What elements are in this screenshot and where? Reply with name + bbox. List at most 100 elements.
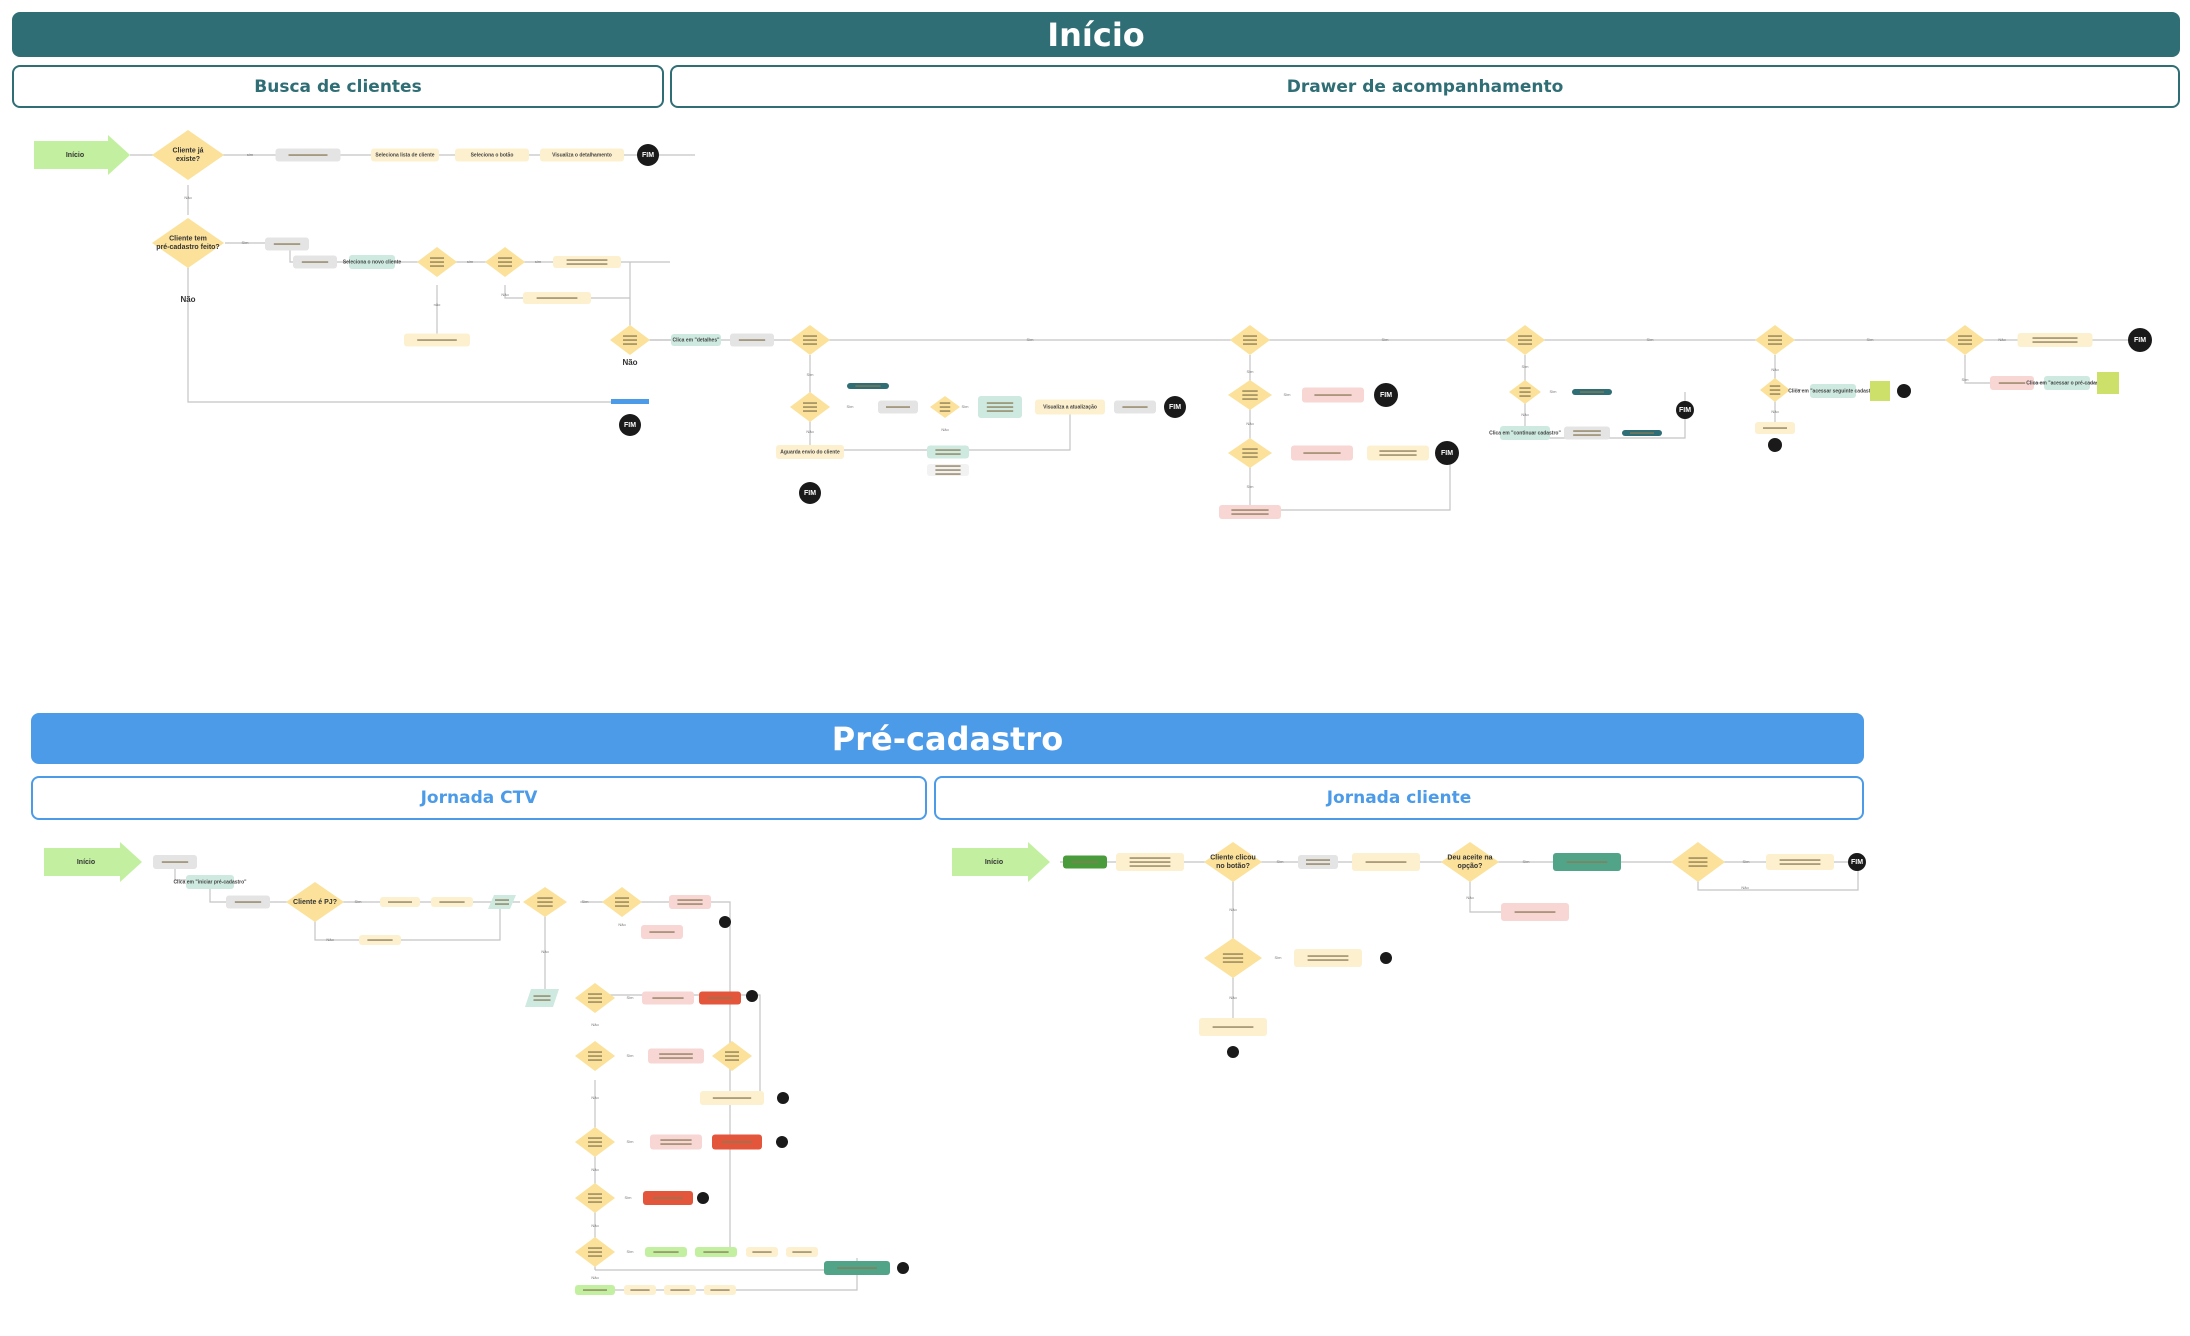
text-placeholder bbox=[712, 1097, 752, 1099]
process-box bbox=[1219, 505, 1281, 519]
node-label: FIM bbox=[1679, 407, 1691, 414]
text-placeholder bbox=[623, 335, 637, 337]
text-placeholder bbox=[803, 339, 817, 341]
text-placeholder bbox=[1242, 398, 1258, 400]
text-placeholder bbox=[533, 995, 551, 997]
process-box bbox=[1367, 445, 1429, 461]
text-placeholder bbox=[1998, 382, 2026, 384]
text-placeholder bbox=[935, 473, 961, 475]
start-arrow bbox=[34, 135, 130, 175]
text-placeholder bbox=[588, 1059, 602, 1061]
text-placeholder bbox=[939, 402, 951, 404]
end-node bbox=[1227, 1046, 1239, 1058]
text-placeholder bbox=[1688, 857, 1708, 859]
text-placeholder bbox=[752, 1251, 772, 1253]
io-box bbox=[488, 895, 516, 909]
text-placeholder bbox=[1243, 343, 1257, 345]
node-label: Sim bbox=[627, 995, 635, 1000]
text-placeholder bbox=[623, 343, 637, 345]
text-placeholder bbox=[1071, 861, 1099, 863]
text-placeholder bbox=[623, 339, 637, 341]
node-label: Não bbox=[622, 358, 637, 367]
text-placeholder bbox=[803, 410, 817, 412]
text-placeholder bbox=[615, 897, 629, 899]
node-label: existe? bbox=[176, 156, 200, 163]
text-placeholder bbox=[588, 1197, 602, 1199]
process-box bbox=[671, 334, 721, 346]
node-label: não bbox=[434, 302, 441, 307]
text-placeholder bbox=[725, 1059, 739, 1061]
text-placeholder bbox=[886, 406, 910, 408]
end-node bbox=[1848, 853, 1866, 871]
node-label: Sim bbox=[1867, 337, 1875, 342]
text-placeholder bbox=[935, 449, 961, 451]
text-placeholder bbox=[1243, 335, 1257, 337]
text-placeholder bbox=[1222, 957, 1244, 959]
text-placeholder bbox=[855, 385, 881, 387]
marker-square bbox=[1870, 381, 1890, 401]
text-placeholder bbox=[1314, 394, 1352, 396]
text-placeholder bbox=[803, 402, 817, 404]
node-label: Sim bbox=[962, 404, 970, 409]
text-placeholder bbox=[417, 339, 457, 341]
text-placeholder bbox=[588, 1145, 602, 1147]
node-label: Sim bbox=[1647, 337, 1655, 342]
text-placeholder bbox=[439, 901, 465, 903]
io-box bbox=[525, 989, 559, 1007]
node-label: Sim bbox=[1247, 484, 1255, 489]
process-box bbox=[1766, 854, 1834, 870]
node-label: Não bbox=[591, 1223, 599, 1228]
text-placeholder bbox=[1519, 395, 1531, 397]
text-placeholder bbox=[1231, 509, 1269, 511]
text-placeholder bbox=[288, 154, 328, 156]
node-label: Início bbox=[985, 859, 1003, 866]
text-placeholder bbox=[1307, 959, 1349, 961]
text-placeholder bbox=[615, 905, 629, 907]
text-placeholder bbox=[939, 410, 951, 412]
text-placeholder bbox=[615, 901, 629, 903]
node-label: Sim bbox=[1550, 389, 1558, 394]
text-placeholder bbox=[1573, 430, 1601, 432]
text-placeholder bbox=[837, 1267, 877, 1269]
node-label: Não bbox=[501, 292, 509, 297]
text-placeholder bbox=[430, 265, 444, 267]
text-placeholder bbox=[588, 1247, 602, 1249]
end-node bbox=[1380, 952, 1392, 964]
decision-diamond bbox=[1441, 842, 1499, 882]
lane-header-busca-clientes: Busca de clientes bbox=[12, 65, 664, 108]
node-label: Não bbox=[1741, 885, 1749, 890]
node-label: Sim bbox=[1027, 337, 1035, 342]
text-placeholder bbox=[301, 261, 329, 263]
node-label: Clica em "acessar o pré-cadastro" bbox=[2026, 380, 2108, 386]
text-placeholder bbox=[1222, 961, 1244, 963]
node-label: Sim bbox=[582, 899, 590, 904]
text-placeholder bbox=[660, 1143, 692, 1145]
section-banner-pre-cadastro: Pré-cadastro bbox=[31, 713, 1864, 764]
text-placeholder bbox=[536, 297, 578, 299]
text-placeholder bbox=[670, 1289, 690, 1291]
end-node bbox=[1374, 383, 1398, 407]
node-label: Cliente é PJ? bbox=[293, 899, 337, 906]
text-placeholder bbox=[1231, 513, 1269, 515]
text-placeholder bbox=[2032, 341, 2078, 343]
end-node bbox=[1897, 384, 1911, 398]
text-placeholder bbox=[652, 997, 684, 999]
text-placeholder bbox=[1365, 861, 1407, 863]
text-placeholder bbox=[2032, 337, 2078, 339]
node-label: Sim bbox=[1275, 955, 1283, 960]
text-placeholder bbox=[1769, 385, 1781, 387]
process-box bbox=[371, 148, 439, 162]
text-placeholder bbox=[1763, 427, 1787, 429]
end-node bbox=[619, 414, 641, 436]
text-placeholder bbox=[1129, 861, 1171, 863]
node-label: no botão? bbox=[1216, 863, 1250, 870]
node-label: sim bbox=[535, 259, 542, 264]
end-node bbox=[897, 1262, 909, 1274]
node-label: Seleciona o novo cliente bbox=[343, 259, 402, 265]
text-placeholder bbox=[649, 931, 675, 933]
text-placeholder bbox=[588, 1055, 602, 1057]
text-placeholder bbox=[1958, 343, 1972, 345]
text-placeholder bbox=[1768, 339, 1782, 341]
node-label: Não bbox=[180, 295, 195, 304]
decision-diamond bbox=[152, 130, 224, 180]
